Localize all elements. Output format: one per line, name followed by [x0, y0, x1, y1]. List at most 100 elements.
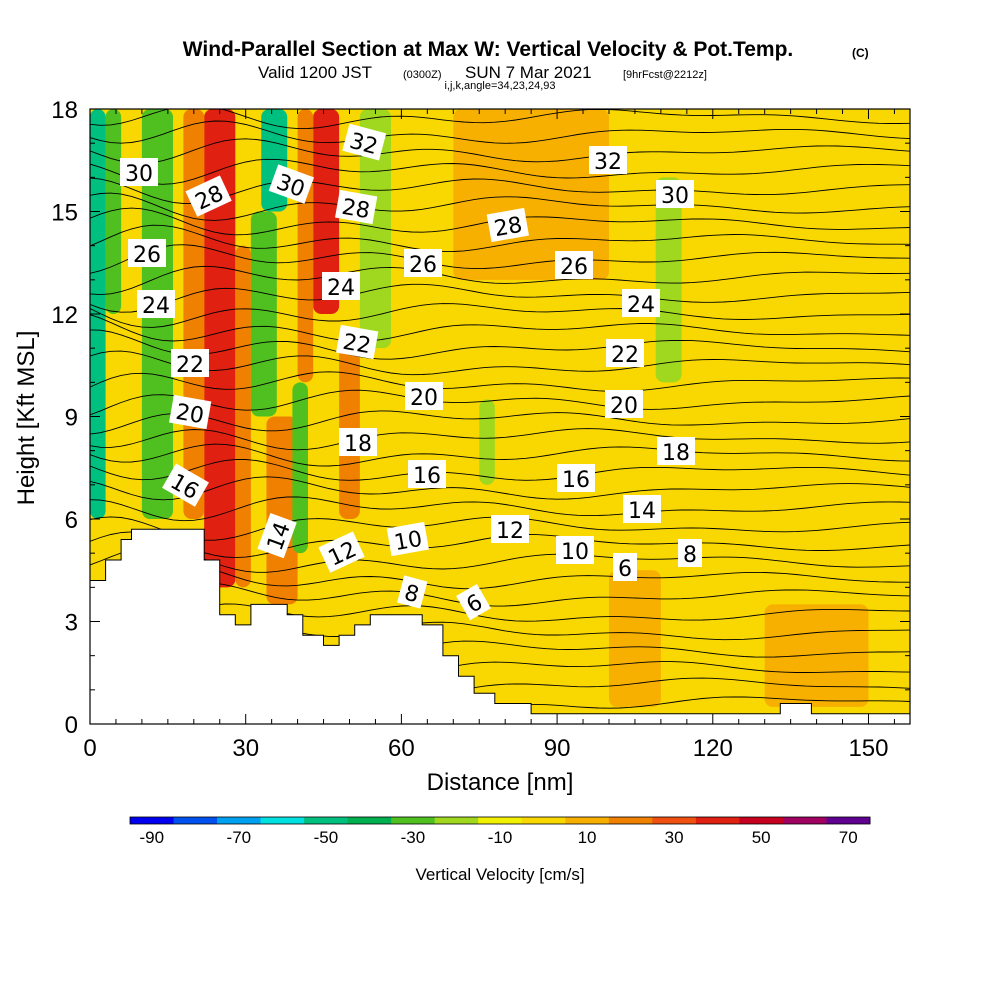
velocity-cell [266, 416, 298, 605]
isentrope-label-bg [137, 290, 175, 318]
valid-time-utc: (0300Z) [403, 69, 442, 81]
isentrope-label-bg [404, 249, 442, 277]
velocity-cell [183, 109, 205, 519]
isentrope-label: 8 [397, 575, 428, 609]
colorbar-swatch [739, 817, 784, 824]
x-tick-label: 150 [848, 735, 888, 762]
isentrope-label-text: 10 [561, 540, 589, 565]
isentrope-label: 22 [336, 324, 379, 359]
isentrope-label-bg [322, 272, 360, 300]
isentrope-line [90, 224, 910, 253]
isentrope-label-bg [386, 521, 429, 557]
y-tick-label: 9 [65, 405, 78, 432]
isentrope-label: 12 [318, 531, 365, 573]
isentrope-label: 32 [589, 146, 627, 175]
colorbar-tick-label: 50 [752, 828, 771, 847]
isentrope-line [90, 329, 910, 360]
isentrope-line [90, 314, 910, 342]
x-tick-label: 0 [83, 735, 96, 762]
isentrope-label: 22 [171, 349, 209, 378]
isentrope-line [90, 582, 910, 612]
isentrope-label-text: 26 [133, 243, 161, 268]
y-tick-label: 0 [65, 712, 78, 739]
y-tick-label: 15 [51, 200, 78, 227]
isentrope-label-bg [169, 394, 212, 430]
colorbar-swatch [478, 817, 523, 824]
isentrope-label: 10 [386, 521, 429, 557]
x-axis-title: Distance [nm] [427, 769, 574, 796]
velocity-cell [313, 109, 340, 314]
isentrope-label: 22 [606, 339, 644, 368]
chart-title: Wind-Parallel Section at Max W: Vertical… [183, 38, 794, 61]
colorbar-swatch [391, 817, 436, 824]
isentrope-line [90, 443, 910, 467]
isentrope-label-bg [342, 123, 387, 161]
colorbar-swatch [826, 817, 871, 824]
isentrope-line [90, 389, 910, 416]
colorbar-swatch [130, 817, 175, 824]
isentrope-label-text: 28 [492, 213, 524, 242]
isentrope-label-bg [486, 207, 529, 243]
colorbar-swatch [652, 817, 697, 824]
velocity-cell [292, 382, 308, 554]
isentrope-label: 16 [408, 460, 446, 489]
y-axis-title: Height [Kft MSL] [13, 331, 40, 506]
isentrope-label-bg [491, 515, 529, 543]
y-tick-label: 12 [51, 302, 78, 329]
isentrope-label-bg [408, 460, 446, 488]
isentrope-label-bg [657, 437, 695, 465]
isentrope-label-bg [606, 339, 644, 367]
colorbar-tick-label: 10 [578, 828, 597, 847]
colorbar-swatch [434, 817, 479, 824]
isentrope-line [90, 158, 910, 185]
isentrope-label: 30 [656, 180, 694, 209]
velocity-cell [764, 604, 869, 707]
colorbar-swatch [695, 817, 740, 824]
isentrope-label-text: 20 [610, 394, 638, 419]
colorbar-swatch [217, 817, 262, 824]
isentrope-label-bg [622, 289, 660, 317]
isentrope-label-bg [397, 575, 428, 609]
isentrope-label-text: 26 [409, 253, 437, 278]
velocity-cell [250, 211, 277, 417]
isentrope-line [90, 265, 910, 296]
isentrope-line [90, 192, 910, 221]
isentrope-line [90, 303, 910, 328]
isentrope-line [90, 283, 910, 313]
colorbar-tick-label: 30 [665, 828, 684, 847]
isentrope-line [90, 563, 910, 590]
isentrope-label-bg [268, 164, 314, 204]
isentrope-label-bg [456, 584, 491, 621]
valid-time-prefix: Valid 1200 JST [258, 63, 372, 82]
isentrope-label-bg [405, 382, 443, 410]
isentrope-line [90, 244, 910, 274]
colorbar-tick-label: -70 [227, 828, 252, 847]
velocity-cell [608, 570, 661, 707]
isentrope-label-text: 24 [327, 276, 355, 301]
isentrope-label-bg [557, 464, 595, 492]
isentrope-label-bg [335, 189, 378, 225]
isentrope-line [90, 603, 910, 632]
copyright-mark: (C) [852, 46, 869, 60]
colorbar-tick-label: -90 [139, 828, 164, 847]
isentrope-label: 28 [486, 207, 529, 243]
valid-date: SUN 7 Mar 2021 [465, 63, 592, 82]
isentrope-label-bg [120, 158, 158, 186]
isentrope-line [90, 371, 910, 392]
isentrope-line [90, 410, 910, 435]
isentrope-label-bg [613, 553, 637, 581]
velocity-cell [479, 399, 495, 485]
isentrope-line [90, 496, 910, 522]
isentrope-label-bg [162, 463, 209, 507]
isentrope-label-text: 20 [410, 386, 438, 411]
isentrope-label: 12 [491, 515, 529, 544]
isentrope-label-text: 24 [627, 293, 655, 318]
isentrope-label: 24 [137, 290, 175, 319]
y-tick-label: 6 [65, 507, 78, 534]
velocity-cell [359, 109, 392, 349]
colorbar-tick-label: -10 [488, 828, 513, 847]
isentrope-label-text: 6 [618, 557, 632, 582]
